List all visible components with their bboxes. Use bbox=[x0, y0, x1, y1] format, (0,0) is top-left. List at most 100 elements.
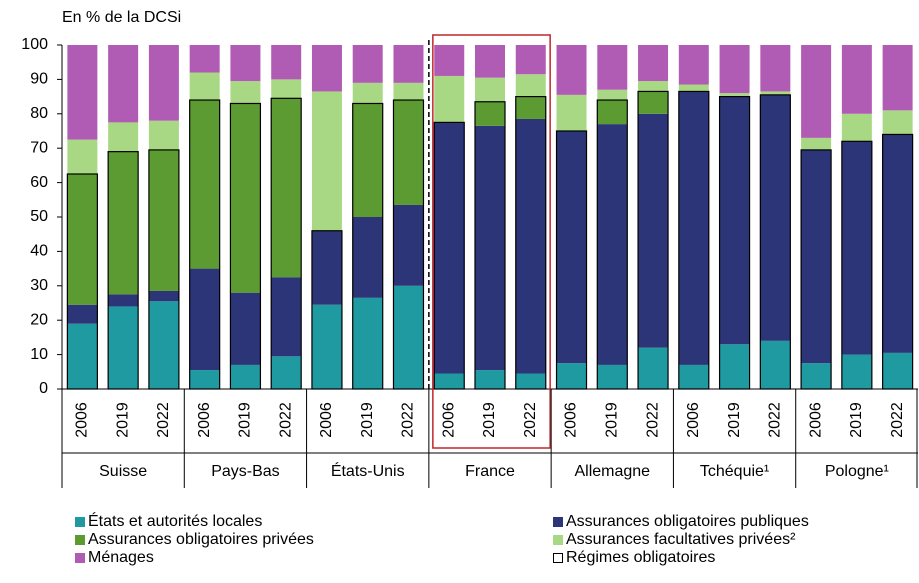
x-tick-label: 2022 bbox=[400, 402, 417, 438]
x-tick-label: 2006 bbox=[318, 402, 335, 438]
bar-segment bbox=[760, 91, 791, 95]
bar-segment bbox=[515, 45, 546, 75]
group-label: Pays-Bas bbox=[211, 463, 279, 480]
mandatory-outline bbox=[515, 95, 547, 390]
legend-swatch bbox=[75, 517, 85, 527]
x-tick-label: 2006 bbox=[563, 402, 580, 438]
bar-segment bbox=[230, 103, 261, 293]
y-tick-label: 100 bbox=[21, 36, 48, 53]
bar-segment bbox=[882, 134, 913, 353]
bar-segment bbox=[515, 74, 546, 97]
bar-segment bbox=[352, 45, 383, 83]
bar-segment bbox=[638, 81, 669, 92]
bar-segment bbox=[475, 125, 505, 371]
mandatory-outline bbox=[474, 101, 506, 390]
y-tick-label: 10 bbox=[30, 346, 48, 363]
bar-segment bbox=[108, 294, 139, 307]
bar-segment bbox=[719, 344, 750, 389]
x-tick-label: 2022 bbox=[522, 402, 539, 438]
bar-segment bbox=[760, 94, 791, 341]
bar-segment bbox=[108, 306, 139, 389]
bar-segment bbox=[108, 122, 139, 152]
bar-segment bbox=[475, 101, 505, 126]
mandatory-outline bbox=[637, 90, 669, 390]
bar-segment bbox=[189, 72, 220, 101]
bar-segment bbox=[760, 340, 791, 389]
mandatory-outline bbox=[148, 149, 180, 390]
bar-segment bbox=[801, 45, 832, 138]
legend-swatch bbox=[75, 535, 85, 545]
mandatory-outline bbox=[311, 230, 343, 390]
bar-segment bbox=[148, 301, 179, 389]
bar-segment bbox=[148, 290, 179, 302]
legend-label: Régimes obligatoires bbox=[566, 549, 715, 566]
bar-segment bbox=[67, 323, 98, 389]
bar-segment bbox=[719, 93, 750, 97]
bar-segment bbox=[393, 100, 424, 205]
bar-segment bbox=[882, 45, 913, 111]
bar-segment bbox=[801, 137, 832, 150]
x-tick-label: 2019 bbox=[359, 402, 376, 438]
mandatory-outline bbox=[555, 130, 588, 390]
group-label: Pologne¹ bbox=[825, 463, 889, 480]
bar-segment bbox=[597, 45, 628, 90]
mandatory-outline bbox=[759, 94, 791, 390]
bar-segment bbox=[434, 75, 465, 123]
bar-segment bbox=[189, 100, 220, 269]
bar-segment bbox=[311, 91, 342, 231]
bar-segment bbox=[148, 45, 179, 121]
x-tick-label: 2006 bbox=[74, 402, 91, 438]
bar-segment bbox=[189, 370, 220, 389]
bar-segment bbox=[841, 45, 872, 114]
bar-segment bbox=[841, 354, 872, 389]
mandatory-outline bbox=[352, 102, 384, 390]
bar-segment bbox=[638, 45, 669, 82]
bar-segment bbox=[311, 45, 342, 92]
bar-segment bbox=[597, 100, 628, 125]
bar-segment bbox=[719, 45, 750, 94]
bar-segment bbox=[271, 277, 302, 357]
bar-segment bbox=[841, 141, 872, 355]
bar-segment bbox=[515, 96, 546, 119]
bar-segment bbox=[882, 352, 913, 389]
mandatory-outline bbox=[596, 99, 628, 390]
bar-segment bbox=[108, 45, 139, 123]
group-label: États-Unis bbox=[331, 461, 405, 480]
y-tick-label: 50 bbox=[30, 208, 48, 225]
bar-segment bbox=[434, 45, 465, 76]
bar-segment bbox=[271, 98, 302, 278]
mandatory-outline bbox=[270, 97, 302, 390]
legend-label: États et autorités locales bbox=[88, 511, 262, 530]
y-axis-label: En % de la DCSi bbox=[62, 9, 181, 26]
bar-segment bbox=[475, 77, 505, 102]
x-tick-label: 2022 bbox=[277, 402, 294, 438]
bar-segment bbox=[67, 139, 98, 174]
y-tick-label: 20 bbox=[30, 311, 48, 328]
bar-segment bbox=[352, 217, 383, 298]
mandatory-outline bbox=[841, 140, 873, 390]
bar-segment bbox=[67, 304, 98, 324]
bar-segment bbox=[678, 45, 709, 85]
bar-segment bbox=[352, 297, 383, 389]
bar-segment bbox=[678, 364, 709, 389]
legend-swatch bbox=[75, 553, 85, 563]
y-tick-label: 80 bbox=[30, 105, 48, 122]
bar-segment bbox=[108, 151, 139, 295]
x-tick-label: 2022 bbox=[767, 402, 784, 438]
y-tick-label: 70 bbox=[30, 139, 48, 156]
bar-segment bbox=[230, 364, 261, 389]
x-tick-label: 2019 bbox=[481, 402, 498, 438]
group-label: Allemagne bbox=[574, 463, 650, 480]
y-tick-label: 40 bbox=[30, 243, 48, 260]
legend-label: Assurances obligatoires publiques bbox=[566, 513, 809, 530]
bar-segment bbox=[230, 292, 261, 365]
bar-segment bbox=[678, 84, 709, 92]
x-tick-label: 2006 bbox=[440, 402, 457, 438]
x-tick-label: 2022 bbox=[644, 402, 661, 438]
bar-segment bbox=[638, 91, 669, 114]
bar-segment bbox=[67, 45, 98, 140]
bar-segment bbox=[841, 113, 872, 142]
bar-segment bbox=[393, 82, 424, 101]
bar-segment bbox=[556, 45, 587, 95]
legend-swatch bbox=[553, 553, 563, 563]
